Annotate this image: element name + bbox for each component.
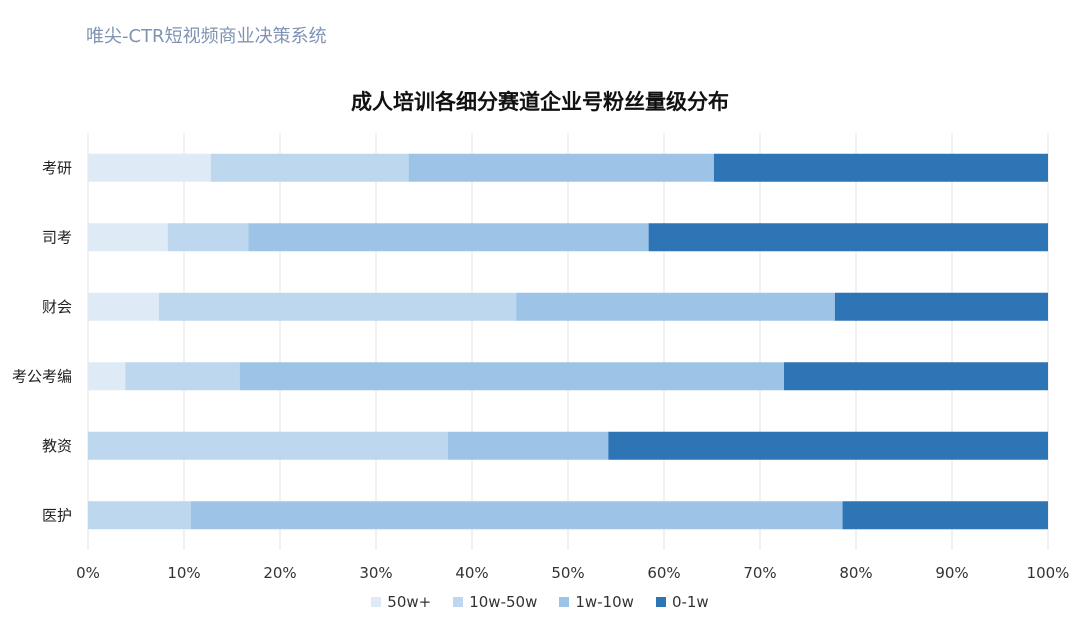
bar-segment bbox=[648, 223, 1048, 252]
bar-segment bbox=[88, 223, 168, 252]
bar-segment bbox=[88, 153, 211, 182]
legend-label: 0-1w bbox=[671, 593, 709, 611]
bar-segment bbox=[159, 292, 517, 321]
x-tick-label: 0% bbox=[76, 564, 100, 582]
legend: 50w+ 10w-50w 1w-10w 0-1w bbox=[0, 593, 1080, 611]
chart-title: 成人培训各细分赛道企业号粉丝量级分布 bbox=[351, 90, 729, 114]
x-tick-label: 60% bbox=[647, 564, 680, 582]
legend-item: 50w+ bbox=[371, 593, 431, 611]
x-tick-label: 20% bbox=[263, 564, 296, 582]
bar-segment bbox=[167, 223, 249, 252]
legend-label: 10w-50w bbox=[469, 593, 538, 611]
x-tick-label: 80% bbox=[839, 564, 872, 582]
bar-segment bbox=[516, 292, 835, 321]
legend-swatch bbox=[655, 597, 666, 607]
legend-item: 1w-10w bbox=[559, 593, 634, 611]
bar-segment bbox=[88, 431, 448, 460]
bar-segment bbox=[190, 501, 843, 530]
bar-segment bbox=[408, 153, 714, 182]
legend-swatch bbox=[371, 597, 382, 607]
bar-segment bbox=[608, 431, 1048, 460]
y-category-label: 财会 bbox=[42, 298, 72, 316]
bar-segment bbox=[210, 153, 409, 182]
bar-segment bbox=[448, 431, 609, 460]
y-category-label: 教资 bbox=[42, 437, 72, 455]
bar-segment bbox=[784, 362, 1048, 391]
y-category-label: 司考 bbox=[42, 228, 72, 246]
legend-swatch bbox=[453, 597, 464, 607]
bar-segment bbox=[88, 501, 191, 530]
x-tick-label: 90% bbox=[935, 564, 968, 582]
bar-segment bbox=[88, 362, 126, 391]
x-tick-label: 100% bbox=[1027, 564, 1070, 582]
bar-segment bbox=[248, 223, 649, 252]
legend-swatch bbox=[559, 597, 570, 607]
bar-segment bbox=[125, 362, 240, 391]
bar-segment bbox=[713, 153, 1048, 182]
legend-label: 1w-10w bbox=[575, 593, 634, 611]
legend-item: 0-1w bbox=[655, 593, 709, 611]
x-tick-label: 10% bbox=[167, 564, 200, 582]
y-category-label: 医护 bbox=[42, 506, 72, 524]
x-tick-label: 40% bbox=[455, 564, 488, 582]
x-tick-label: 50% bbox=[551, 564, 584, 582]
x-tick-label: 70% bbox=[743, 564, 776, 582]
bar-segment bbox=[834, 292, 1048, 321]
bar-segment bbox=[239, 362, 784, 391]
legend-item: 10w-50w bbox=[453, 593, 537, 611]
bar-segment bbox=[842, 501, 1048, 530]
x-tick-label: 30% bbox=[359, 564, 392, 582]
watermark: 唯尖-CTR短视频商业决策系统 bbox=[86, 26, 327, 47]
bar-segment bbox=[88, 292, 160, 321]
legend-label: 50w+ bbox=[387, 593, 432, 611]
y-category-label: 考公考编 bbox=[12, 367, 72, 385]
y-category-label: 考研 bbox=[42, 159, 72, 177]
